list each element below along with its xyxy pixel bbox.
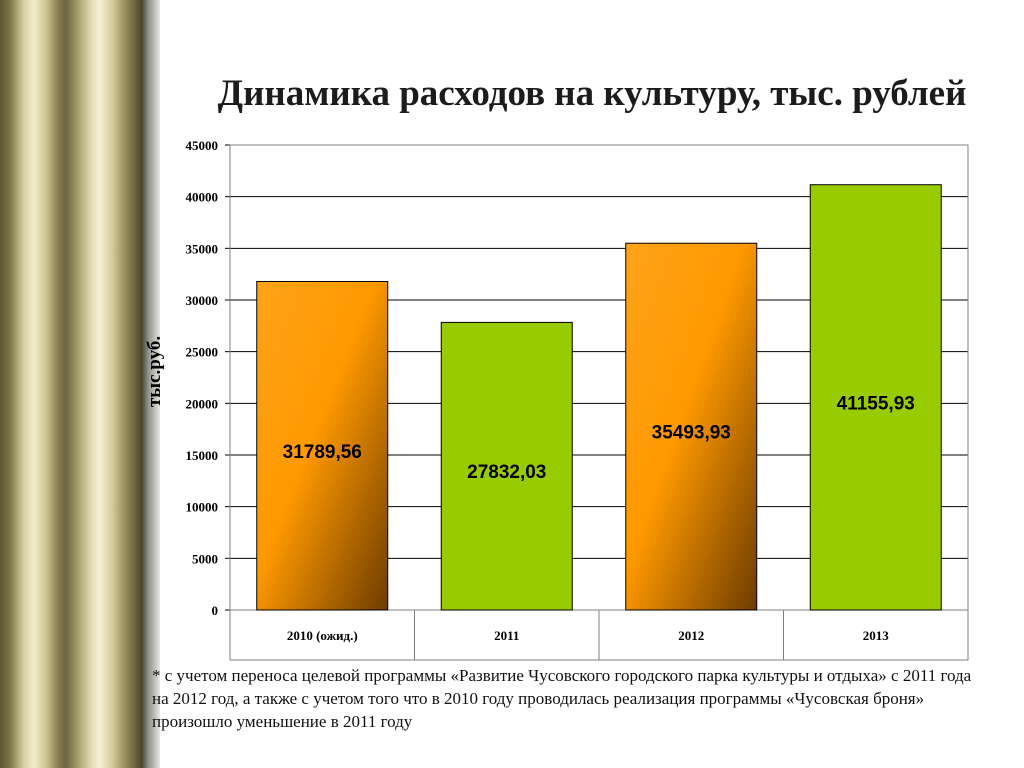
x-tick-label: 2013 [863,628,890,643]
y-tick-label: 40000 [186,190,219,205]
y-tick-label: 5000 [192,551,218,566]
y-tick-label: 20000 [186,396,219,411]
data-label: 27832,03 [467,462,546,483]
data-label: 35493,93 [652,423,731,444]
y-axis-label: тыс.руб. [144,336,165,407]
data-label: 41155,93 [837,393,915,414]
y-tick-label: 45000 [186,138,219,153]
y-tick-label: 0 [212,603,219,618]
plot-area: 0 5000 10000 15000 20000 25000 30000 35000 40000… [144,138,969,661]
bar [256,281,389,611]
x-tick-label: 2012 [678,628,704,643]
bar [809,184,942,611]
footnote: * с учетом переноса целевой программы «Р… [152,666,972,731]
decorative-column-border [0,0,160,768]
bar [625,242,758,611]
x-tick-label: 2010 (ожид.) [287,628,358,643]
slide-title: Динамика расходов на культуру, тыс. рубл… [217,73,967,114]
y-tick-label: 15000 [186,448,219,463]
y-tick-label: 10000 [186,500,219,515]
data-label: 31789,56 [283,442,362,463]
y-tick-label: 35000 [186,241,219,256]
y-tick-label: 25000 [186,345,219,360]
bar [440,321,573,611]
y-tick-label: 30000 [186,293,219,308]
x-tick-label: 2011 [494,628,519,643]
